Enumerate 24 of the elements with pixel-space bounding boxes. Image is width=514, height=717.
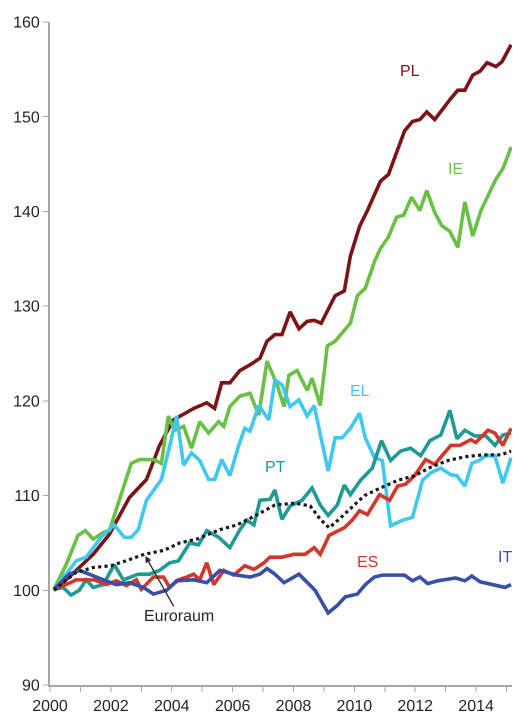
- x-tick-label: 2014: [458, 698, 494, 716]
- y-tick-label: 150: [13, 109, 40, 126]
- x-tick-label: 2012: [397, 698, 434, 716]
- text: PL: [400, 63, 420, 80]
- x-tick-label: 2004: [154, 698, 190, 716]
- series-label: IT: [498, 549, 512, 566]
- y-tick-label: 90: [22, 678, 40, 695]
- x-tick-label: 2006: [214, 698, 251, 716]
- text: Euroraum: [144, 608, 214, 625]
- y-tick-label: 110: [14, 488, 40, 506]
- x-tick-label: 2010: [336, 698, 372, 716]
- series-label: EL: [350, 383, 370, 400]
- series-label: PT: [265, 459, 286, 476]
- x-tick-label: 2008: [276, 698, 312, 716]
- y-tick-label: 100: [13, 582, 40, 600]
- series-label: ES: [357, 554, 378, 571]
- x-tick-label: 2002: [93, 698, 129, 716]
- y-tick-label: 120: [13, 393, 40, 410]
- series-label: IE: [448, 161, 464, 178]
- line-series: [52, 378, 512, 592]
- y-tick-label: 140: [13, 204, 40, 222]
- x-tick-label: 2000: [32, 698, 68, 716]
- y-tick-label: 130: [13, 298, 40, 316]
- y-tick-label: 160: [13, 14, 40, 32]
